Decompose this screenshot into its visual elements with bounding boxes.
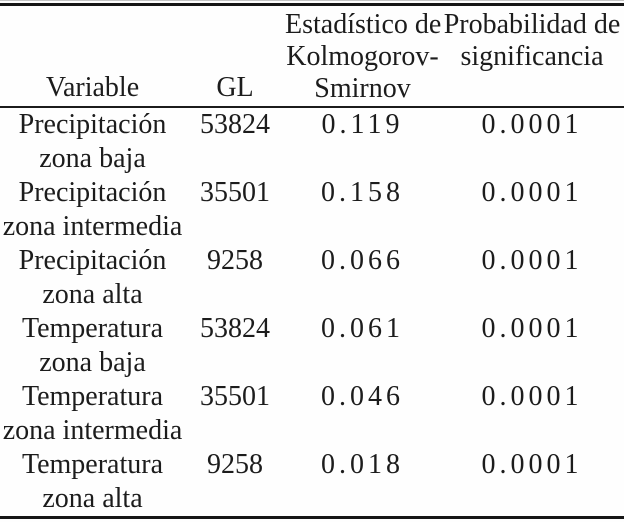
gl-cell: 53824 [200,313,270,344]
header-ks-statistic: Estadístico de Kolmogorov- Smirnov [285,6,441,108]
header-row: Variable GL Estadístico de Kolmogorov- S… [0,6,624,108]
probability-cell: 0.0001 [481,313,583,344]
gl-cell: 53824 [200,109,270,140]
probability-cell: 0.0001 [481,177,583,208]
ks-statistic-cell: 0.158 [321,177,404,208]
ks-statistic-cell: 0.066 [321,245,404,276]
header-gl: GL [185,6,285,108]
gl-cell: 35501 [200,177,270,208]
variable-cell: Temperatura zona alta [21,449,164,514]
table-row: Temperatura zona intermedia 35501 0.046 … [0,380,624,448]
ks-statistic-cell: 0.061 [321,313,404,344]
probability-cell: 0.0001 [481,245,583,276]
table-row: Precipitación zona intermedia 35501 0.15… [0,176,624,244]
top-hairline [0,0,624,1]
variable-cell: Temperatura zona baja [21,313,164,378]
gl-cell: 9258 [207,449,263,480]
probability-cell: 0.0001 [481,449,583,480]
header-variable: Variable [0,6,185,108]
ks-test-table: Variable GL Estadístico de Kolmogorov- S… [0,6,624,516]
gl-cell: 9258 [207,245,263,276]
table-row: Precipitación zona baja 53824 0.119 0.00… [0,107,624,176]
probability-cell: 0.0001 [481,109,583,140]
probability-cell: 0.0001 [481,381,583,412]
variable-cell: Precipitación zona baja [18,109,167,174]
ks-statistic-cell: 0.046 [321,381,404,412]
table-row: Precipitación zona alta 9258 0.066 0.000… [0,244,624,312]
ks-statistic-cell: 0.018 [321,449,404,480]
table-row: Temperatura zona alta 9258 0.018 0.0001 [0,448,624,516]
header-significance-probability: Probabilidad de significancia [440,6,624,108]
variable-cell: Temperatura zona intermedia [2,381,183,446]
table-top-rule [0,3,624,6]
table-row: Temperatura zona baja 53824 0.061 0.0001 [0,312,624,380]
gl-cell: 35501 [200,381,270,412]
variable-cell: Precipitación zona alta [18,245,167,310]
table-body: Precipitación zona baja 53824 0.119 0.00… [0,107,624,516]
table-bottom-rule [0,516,624,519]
variable-cell: Precipitación zona intermedia [2,177,183,242]
ks-statistic-cell: 0.119 [321,109,404,140]
